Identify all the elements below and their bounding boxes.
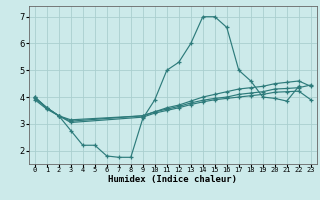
- X-axis label: Humidex (Indice chaleur): Humidex (Indice chaleur): [108, 175, 237, 184]
